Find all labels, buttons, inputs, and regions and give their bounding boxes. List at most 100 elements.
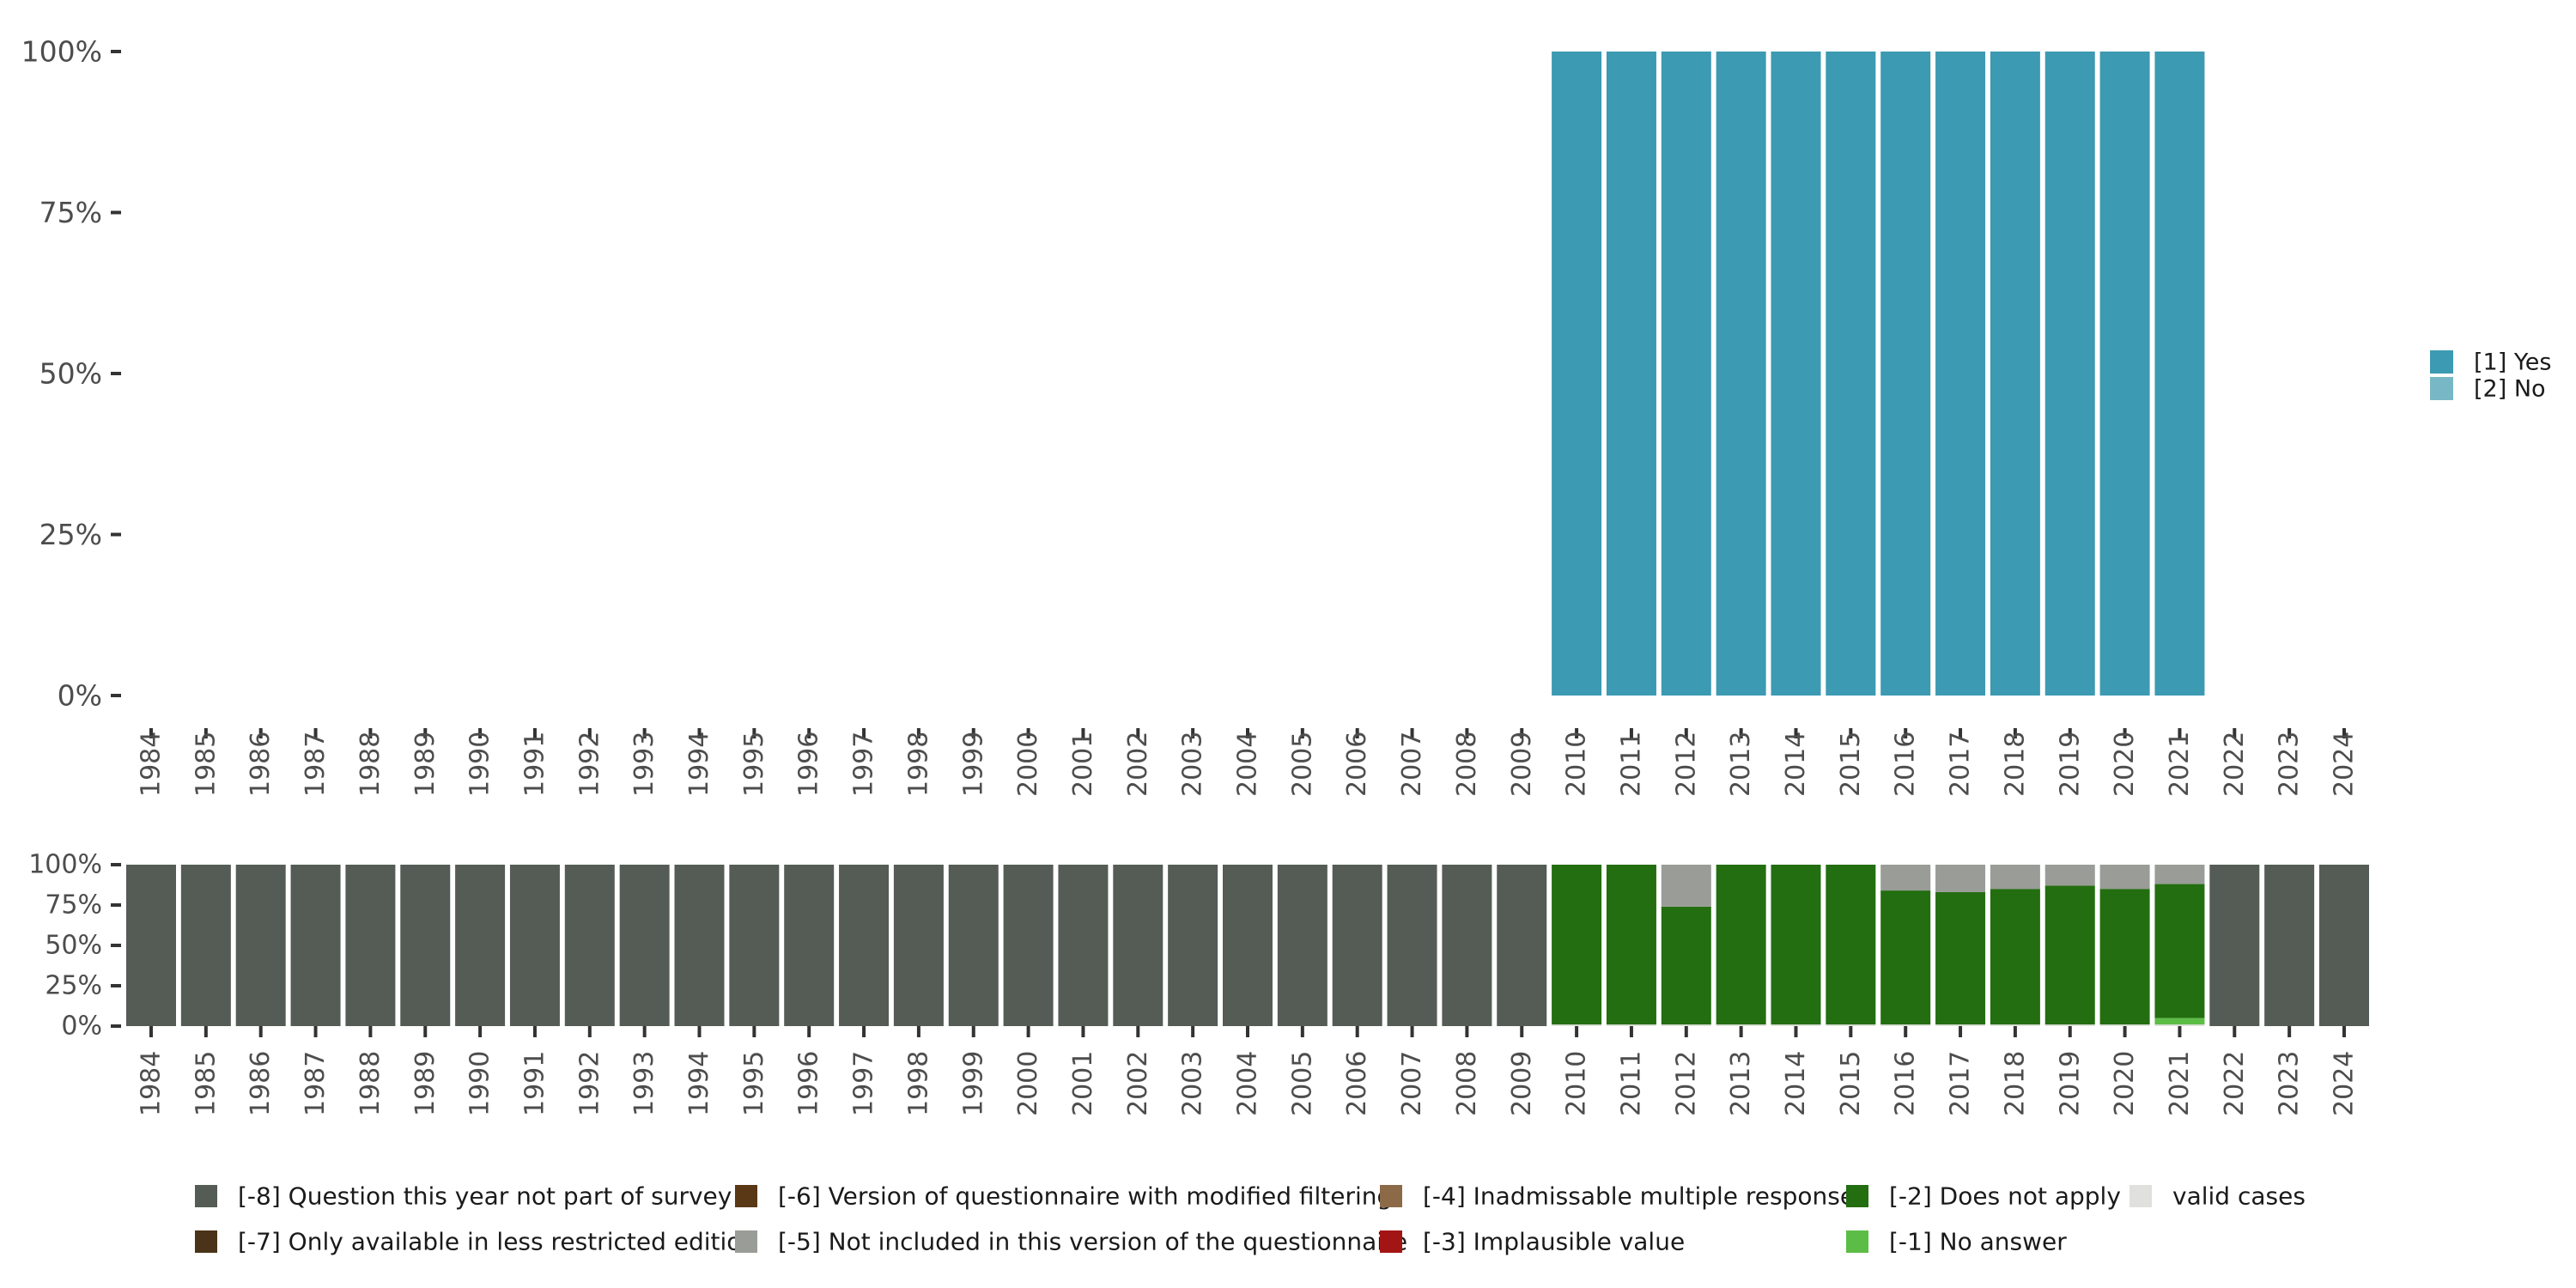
x-tick-label-2000: 2000 — [1013, 732, 1043, 797]
x-tick-label-2024: 2024 — [2330, 732, 2360, 797]
y-tick-label: 75% — [39, 196, 102, 229]
x-tick-label-2019: 2019 — [2055, 732, 2085, 797]
legend-label-2-no: [2] No — [2474, 376, 2546, 403]
y-tick-label: 75% — [45, 890, 102, 920]
bar-valid-cases-2021 — [2154, 1024, 2205, 1026]
bar-2-does-not-apply-2012 — [1661, 906, 1711, 1025]
x-tick-label-2014: 2014 — [1781, 1051, 1811, 1116]
legend-swatch-2-no — [2430, 377, 2453, 400]
bar-2-does-not-apply-2021 — [2154, 884, 2205, 1018]
legend-label-1-no-answer: [-1] No answer — [1889, 1228, 2067, 1256]
y-tick-label: 0% — [58, 679, 102, 713]
bar-8-question-this-year-not-part-of-survey-1993 — [619, 865, 670, 1026]
bar-1-yes-2021 — [2154, 52, 2205, 696]
y-tick-label: 100% — [28, 850, 102, 880]
x-tick-label-1995: 1995 — [739, 732, 769, 797]
x-tick-label-2002: 2002 — [1123, 1051, 1153, 1116]
x-tick-label-2020: 2020 — [2110, 732, 2140, 797]
bar-valid-cases-2010 — [1552, 1024, 1602, 1026]
x-tick-label-2018: 2018 — [2000, 1051, 2030, 1116]
bar-1-no-answer-2021 — [2154, 1018, 2205, 1025]
x-tick-label-1994: 1994 — [684, 1051, 714, 1116]
bar-2-does-not-apply-2011 — [1606, 865, 1656, 1025]
x-tick-label-1988: 1988 — [355, 1051, 386, 1116]
bar-8-question-this-year-not-part-of-survey-2007 — [1387, 865, 1437, 1026]
x-tick-label-2005: 2005 — [1287, 1051, 1317, 1116]
legend-swatch-6-version-of-questionnaire-with-modified-filtering — [735, 1185, 757, 1207]
bar-2-does-not-apply-2020 — [2099, 889, 2150, 1025]
bar-8-question-this-year-not-part-of-survey-2009 — [1497, 865, 1547, 1026]
bar-8-question-this-year-not-part-of-survey-2002 — [1113, 865, 1163, 1026]
x-tick-label-2015: 2015 — [1836, 732, 1866, 797]
x-tick-label-2023: 2023 — [2275, 1051, 2305, 1116]
legend-label-6-version-of-questionnaire-with-modified-filtering: [-6] Version of questionnaire with modif… — [778, 1182, 1392, 1211]
bar-valid-cases-2020 — [2099, 1024, 2150, 1026]
x-tick-label-2019: 2019 — [2055, 1051, 2085, 1116]
bar-8-question-this-year-not-part-of-survey-1998 — [893, 865, 944, 1026]
x-tick-label-2013: 2013 — [1726, 732, 1756, 797]
bar-2-does-not-apply-2010 — [1552, 865, 1602, 1025]
x-tick-label-2006: 2006 — [1342, 732, 1372, 797]
x-tick-label-1993: 1993 — [629, 732, 659, 797]
x-tick-label-2023: 2023 — [2275, 732, 2305, 797]
x-tick-label-2016: 2016 — [1891, 732, 1921, 797]
x-tick-label-1995: 1995 — [739, 1051, 769, 1116]
x-tick-label-1984: 1984 — [137, 732, 167, 797]
x-tick-label-2008: 2008 — [1452, 732, 1482, 797]
bar-8-question-this-year-not-part-of-survey-2005 — [1277, 865, 1327, 1026]
bar-2-does-not-apply-2019 — [2044, 885, 2095, 1025]
x-tick-label-1992: 1992 — [574, 732, 605, 797]
x-tick-label-2020: 2020 — [2110, 1051, 2140, 1116]
bar-1-yes-2013 — [1716, 52, 1766, 696]
x-tick-label-1994: 1994 — [684, 732, 714, 797]
x-tick-label-2011: 2011 — [1616, 1051, 1646, 1116]
bar-2-does-not-apply-2018 — [1990, 889, 2040, 1025]
bar-5-not-included-in-this-version-of-the-questionnaire-2018 — [1990, 865, 2040, 890]
bar-8-question-this-year-not-part-of-survey-2003 — [1168, 865, 1218, 1026]
bar-5-not-included-in-this-version-of-the-questionnaire-2016 — [1880, 865, 1931, 891]
x-tick-label-2014: 2014 — [1781, 732, 1811, 797]
bar-8-question-this-year-not-part-of-survey-2000 — [1003, 865, 1054, 1026]
x-tick-label-2004: 2004 — [1233, 1051, 1263, 1116]
bar-2-does-not-apply-2017 — [1935, 891, 1986, 1025]
legend-swatch-8-question-this-year-not-part-of-survey — [195, 1185, 217, 1207]
y-tick-label: 50% — [45, 931, 102, 961]
x-tick-label-2010: 2010 — [1562, 1051, 1592, 1116]
x-tick-label-2016: 2016 — [1891, 1051, 1921, 1116]
x-tick-label-1998: 1998 — [903, 1051, 933, 1116]
x-tick-label-1990: 1990 — [465, 1051, 495, 1116]
bar-1-yes-2015 — [1826, 52, 1876, 696]
x-tick-label-2006: 2006 — [1342, 1051, 1372, 1116]
bar-2-does-not-apply-2013 — [1716, 865, 1766, 1025]
legend-swatch-1-yes — [2430, 350, 2453, 374]
x-tick-label-2021: 2021 — [2165, 1051, 2195, 1116]
legend-swatch-1-no-answer — [1846, 1230, 1868, 1253]
x-tick-label-2003: 2003 — [1178, 732, 1208, 797]
bar-8-question-this-year-not-part-of-survey-2008 — [1442, 865, 1492, 1026]
top-panel-valid-responses: 0% 25% 50% 75% 100% 1984 1985 1986 1987 1988 1989 1… — [21, 35, 2360, 798]
bar-1-yes-2017 — [1935, 52, 1986, 696]
x-tick-label-2022: 2022 — [2220, 1051, 2250, 1116]
y-tick-label: 0% — [61, 1012, 102, 1042]
x-tick-label-2017: 2017 — [1946, 732, 1976, 797]
x-tick-label-2009: 2009 — [1507, 732, 1537, 797]
bar-8-question-this-year-not-part-of-survey-1995 — [729, 865, 780, 1026]
bar-8-question-this-year-not-part-of-survey-2006 — [1332, 865, 1382, 1026]
bar-1-yes-2011 — [1606, 52, 1656, 696]
x-tick-label-1996: 1996 — [794, 732, 824, 797]
x-tick-label-2001: 2001 — [1068, 1051, 1098, 1116]
legend-label-1-yes: [1] Yes — [2474, 349, 2551, 376]
bar-8-question-this-year-not-part-of-survey-1990 — [455, 865, 506, 1026]
bar-2-does-not-apply-2015 — [1826, 865, 1876, 1025]
x-tick-label-1997: 1997 — [849, 1051, 879, 1116]
bar-8-question-this-year-not-part-of-survey-1987 — [290, 865, 341, 1026]
bar-8-question-this-year-not-part-of-survey-1991 — [509, 865, 560, 1026]
x-tick-label-2008: 2008 — [1452, 1051, 1482, 1116]
x-tick-label-2018: 2018 — [2000, 732, 2030, 797]
bar-8-question-this-year-not-part-of-survey-1999 — [948, 865, 999, 1026]
x-tick-label-1987: 1987 — [301, 732, 331, 797]
x-tick-label-1990: 1990 — [465, 732, 495, 797]
x-tick-label-1989: 1989 — [410, 732, 440, 797]
legend-swatch-7-only-available-in-less-restricted-edition — [195, 1230, 217, 1253]
x-tick-label-1997: 1997 — [849, 732, 879, 797]
